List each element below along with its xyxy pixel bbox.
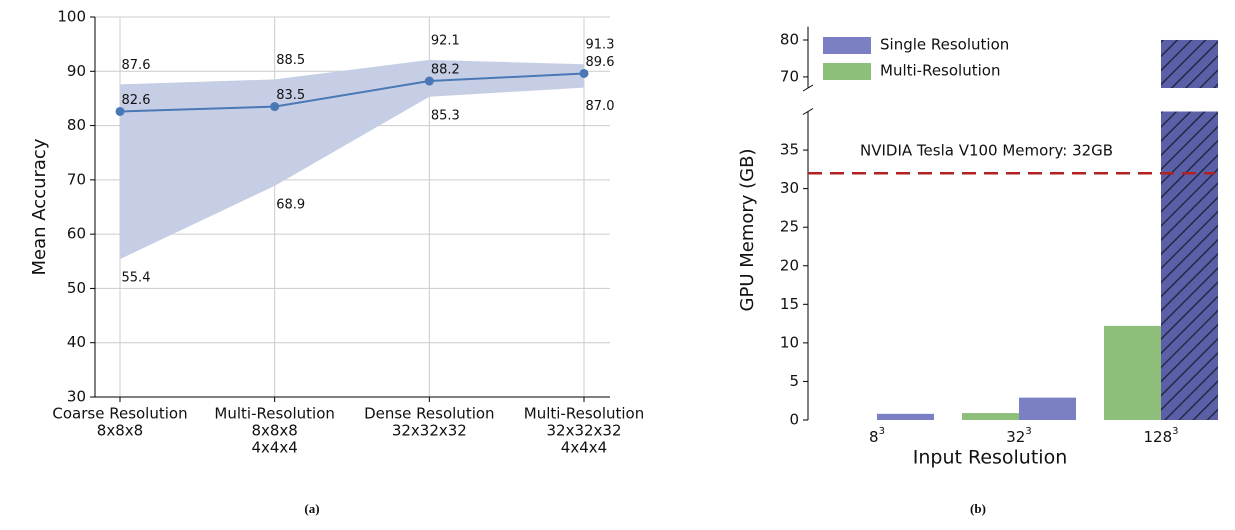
- caption: (a): [304, 501, 319, 516]
- bar: [1019, 397, 1076, 420]
- legend-label: Multi-Resolution: [880, 62, 1000, 80]
- y-tick-label: 20: [780, 256, 799, 274]
- legend-swatch: [823, 37, 871, 54]
- value-label: 82.6: [122, 93, 151, 108]
- y-tick-label: 30: [780, 179, 799, 197]
- x-axis-label: Input Resolution: [913, 447, 1068, 469]
- y-tick-label: 0: [789, 411, 799, 429]
- y-tick-label: 15: [780, 295, 799, 313]
- point: [424, 76, 434, 86]
- y-tick-label: 40: [67, 333, 86, 351]
- axis-break: [802, 84, 814, 92]
- y-tick-label: 90: [67, 62, 86, 80]
- value-label: 87.6: [122, 58, 151, 73]
- value-label: 85.3: [431, 108, 460, 123]
- point: [115, 106, 125, 116]
- category: 8: [869, 428, 879, 446]
- value-label: 92.1: [431, 33, 460, 48]
- y-tick-label: 50: [67, 279, 86, 297]
- y-tick-label: 35: [780, 141, 799, 159]
- line: [119, 72, 585, 113]
- y-tick-label: 80: [780, 30, 799, 48]
- y-tick-label: 25: [780, 218, 799, 236]
- y-tick-label: 70: [67, 170, 86, 188]
- category: 128: [1143, 428, 1172, 446]
- y-tick-label: 100: [57, 8, 86, 26]
- bar: [877, 413, 934, 420]
- category-sup: 3: [1172, 426, 1178, 437]
- point: [270, 102, 280, 112]
- legend-swatch: [823, 63, 871, 80]
- bar: [1161, 111, 1218, 420]
- bar: [1161, 39, 1218, 88]
- legend-label: Single Resolution: [880, 36, 1009, 54]
- y-tick-label: 10: [780, 333, 799, 351]
- category-sup: 3: [1025, 426, 1031, 437]
- x-tick-label: 8x8x8: [251, 422, 297, 440]
- band: [120, 59, 584, 260]
- value-label: 68.9: [276, 197, 305, 212]
- bar: [962, 413, 1019, 420]
- x-tick-label: 4x4x4: [561, 439, 607, 457]
- axis-break: [802, 108, 814, 115]
- y-tick-label: 60: [67, 225, 86, 243]
- value-label: 83.5: [276, 88, 305, 103]
- x-tick-label: Coarse Resolution: [52, 405, 187, 423]
- value-label: 91.3: [586, 38, 615, 53]
- reference-label: NVIDIA Tesla V100 Memory: 32GB: [860, 142, 1113, 160]
- x-tick-label: 323: [1006, 426, 1031, 446]
- value-label: 88.2: [431, 63, 460, 78]
- y-axis-label: GPU Memory (GB): [737, 149, 758, 312]
- value-label: 87.0: [586, 99, 615, 114]
- x-tick-label: 8x8x8: [97, 422, 143, 440]
- value-label: 88.5: [276, 53, 305, 68]
- x-tick-label: 32x32x32: [392, 422, 467, 440]
- value-label: 55.4: [122, 271, 151, 286]
- x-tick-label: Dense Resolution: [364, 405, 494, 423]
- bar: [1104, 325, 1161, 420]
- x-tick-label: 83: [869, 426, 885, 446]
- x-tick-label: 32x32x32: [546, 422, 621, 440]
- x-tick-label: Multi-Resolution: [524, 405, 644, 423]
- x-tick-label: Multi-Resolution: [214, 405, 334, 423]
- x-tick-label: 4x4x4: [251, 439, 297, 457]
- category-sup: 3: [879, 426, 885, 437]
- y-tick-label: 5: [789, 372, 799, 390]
- y-tick-label: 80: [67, 116, 86, 134]
- category: 32: [1006, 428, 1025, 446]
- x-tick-label: 1283: [1143, 426, 1178, 446]
- caption: (b): [970, 501, 986, 516]
- y-tick-label: 70: [780, 67, 799, 85]
- y-axis-label: Mean Accuracy: [29, 138, 50, 275]
- value-label: 89.6: [586, 55, 615, 70]
- y-tick-label: 30: [67, 388, 86, 406]
- point: [579, 68, 589, 78]
